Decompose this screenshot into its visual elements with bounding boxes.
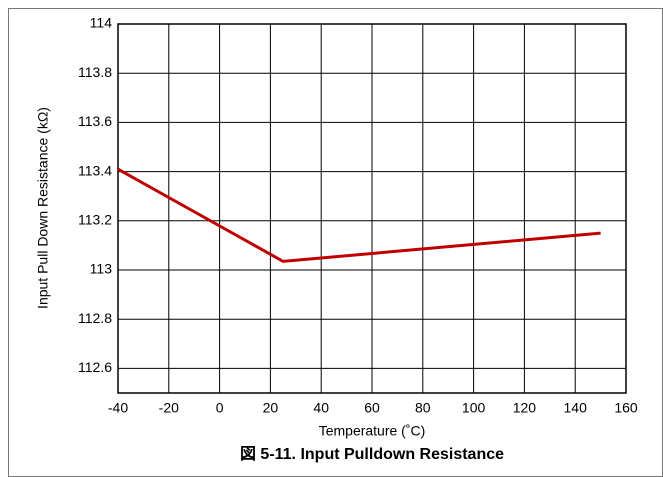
x-tick-label: 40 — [313, 400, 329, 416]
y-tick-label: 112.8 — [78, 310, 112, 326]
y-tick-label: 112.6 — [78, 359, 112, 375]
y-tick-label: 113.8 — [78, 64, 112, 80]
x-tick-label: 160 — [614, 400, 638, 416]
y-tick-label: 113.6 — [78, 113, 112, 129]
x-tick-label: 80 — [415, 400, 431, 416]
x-tick-label: 140 — [564, 400, 588, 416]
x-tick-label: 120 — [513, 400, 537, 416]
y-tick-label: 113.2 — [78, 212, 112, 228]
caption: 図 5-11. Input Pulldown Resistance — [240, 445, 504, 463]
y-axis-label: Input Pull Down Resistance (kΩ) — [35, 107, 51, 309]
y-tick-label: 113 — [90, 261, 113, 277]
x-tick-label: 0 — [216, 400, 224, 416]
x-tick-label: 100 — [462, 400, 486, 416]
x-tick-label: -40 — [108, 400, 128, 416]
x-tick-label: 60 — [364, 400, 380, 416]
y-tick-label: 114 — [90, 15, 113, 31]
x-tick-label: -20 — [159, 400, 179, 416]
y-tick-label: 113.4 — [78, 162, 112, 178]
data-line — [117, 167, 601, 263]
x-axis-label: Temperature (˚C) — [319, 423, 426, 439]
x-tick-label: 20 — [263, 400, 279, 416]
